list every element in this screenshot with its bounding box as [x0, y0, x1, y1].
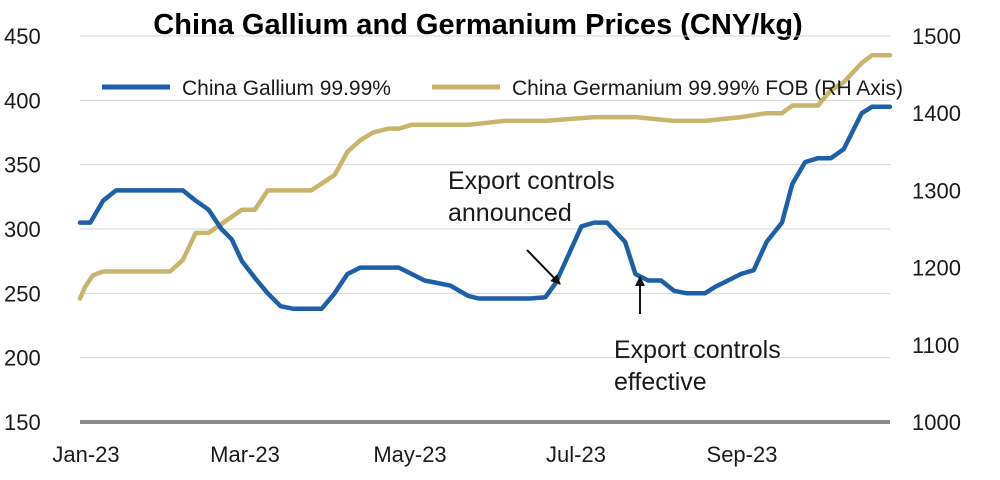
left-axis-ticks: 150 200 250 300 350 400 450 — [4, 24, 41, 435]
legend-label-gallium: China Gallium 99.99% — [182, 77, 391, 100]
x-tick-label: May-23 — [373, 442, 446, 467]
gallium-series-line — [77, 104, 893, 312]
right-tick-label: 1300 — [912, 178, 961, 203]
left-tick-label: 350 — [4, 153, 41, 178]
annotation-effective: Export controls effective — [614, 336, 781, 396]
left-tick-label: 300 — [4, 217, 41, 242]
legend: China Gallium 99.99% China Germanium 99.9… — [102, 77, 903, 100]
right-axis-ticks: 1000 1100 1200 1300 1400 1500 — [912, 24, 961, 435]
right-tick-label: 1500 — [912, 24, 961, 49]
left-tick-label: 450 — [4, 24, 41, 49]
x-tick-label: Jul-23 — [546, 442, 606, 467]
left-tick-label: 400 — [4, 88, 41, 113]
legend-label-germanium: China Germanium 99.99% FOB (RH Axis) — [512, 77, 903, 100]
x-tick-label: Sep-23 — [707, 442, 778, 467]
annotation-announced: Export controls announced — [448, 167, 615, 227]
x-tick-label: Jan-23 — [52, 442, 119, 467]
left-tick-label: 200 — [4, 346, 41, 371]
left-tick-label: 250 — [4, 281, 41, 306]
right-tick-label: 1000 — [912, 410, 961, 435]
right-tick-label: 1400 — [912, 101, 961, 126]
annotations: Export controls announced Export controls e… — [448, 167, 781, 396]
series-lines — [77, 53, 893, 312]
germanium-series-line — [77, 53, 893, 301]
x-axis-ticks: Jan-23 Mar-23 May-23 Jul-23 Sep-23 — [52, 442, 777, 467]
x-tick-label: Mar-23 — [210, 442, 280, 467]
right-tick-label: 1200 — [912, 256, 961, 281]
annotation-arrow-announced — [526, 249, 561, 285]
right-tick-label: 1100 — [912, 333, 959, 358]
left-tick-label: 150 — [4, 410, 41, 435]
